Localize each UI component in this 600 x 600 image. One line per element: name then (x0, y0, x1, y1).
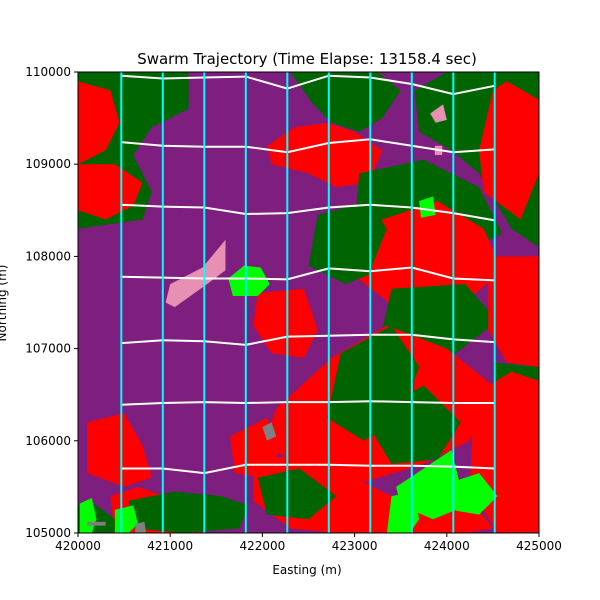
y-tick-label: 105000 (25, 526, 71, 540)
trajectory-paths (120, 72, 496, 533)
y-axis-ticks: 105000 106000 107000 108000 109000 110000 (25, 65, 78, 540)
region-gray-zone-38 (87, 521, 106, 526)
x-tick-label: 420000 (55, 539, 101, 553)
x-tick-label: 425000 (516, 539, 562, 553)
horizontal-path-4 (121, 333, 495, 346)
region-urban-12 (488, 256, 539, 367)
region-forest-24 (128, 491, 249, 533)
region-urban-9 (359, 201, 503, 312)
region-gray-zone-36 (262, 422, 277, 441)
x-tick-label: 421000 (147, 539, 193, 553)
region-pink-zone-34 (430, 104, 447, 123)
horizontal-path-3 (121, 266, 495, 282)
region-forest-4 (290, 72, 401, 132)
region-grass-30 (419, 196, 436, 218)
chart-title: Swarm Trajectory (Time Elapse: 13158.4 s… (137, 50, 477, 68)
region-urban-2 (78, 81, 120, 165)
x-tick-label: 424000 (424, 539, 470, 553)
horizontal-path-2 (121, 203, 495, 222)
x-axis-ticks: 420000 421000 422000 423000 424000 425000 (55, 533, 562, 553)
region-grass-28 (451, 473, 498, 515)
plot-frame (77, 71, 540, 534)
x-tick-label: 423000 (332, 539, 378, 553)
x-axis-label: Easting (m) (272, 563, 341, 577)
x-tick-label: 422000 (239, 539, 285, 553)
region-pink-zone-33 (165, 239, 226, 308)
y-tick-label: 107000 (25, 342, 71, 356)
horizontal-path-1 (121, 138, 495, 154)
region-urban-5 (267, 122, 383, 188)
y-axis-label: Northing (m) (0, 265, 9, 342)
region-gray-zone-37 (135, 521, 147, 533)
region-forest-21 (257, 468, 337, 520)
region-grass-26 (228, 265, 270, 296)
y-tick-label: 110000 (25, 65, 71, 79)
horizontal-path-6 (121, 463, 495, 475)
horizontal-path-0 (121, 74, 495, 96)
horizontal-path-5 (121, 400, 495, 406)
y-tick-label: 108000 (25, 249, 71, 263)
y-tick-label: 106000 (25, 434, 71, 448)
y-tick-label: 109000 (25, 157, 71, 171)
